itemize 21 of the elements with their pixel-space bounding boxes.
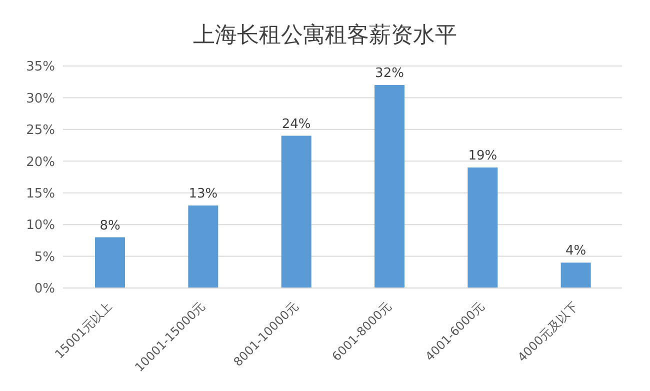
bar: [95, 237, 125, 288]
bar: [374, 85, 404, 288]
bar: [468, 167, 498, 288]
y-tick-label: 15%: [26, 186, 55, 202]
y-tick-label: 25%: [26, 123, 55, 138]
data-label: 13%: [188, 186, 218, 202]
y-tick-label: 35%: [26, 60, 55, 75]
bar: [188, 206, 218, 288]
data-label: 8%: [100, 218, 120, 234]
data-label: 4%: [566, 244, 586, 259]
data-label: 32%: [375, 66, 404, 82]
y-tick-label: 5%: [34, 250, 55, 265]
y-tick-label: 20%: [26, 154, 55, 170]
bar: [281, 136, 312, 288]
chart-title: 上海长租公寓租客薪资水平: [192, 22, 458, 50]
y-tick-label: 0%: [34, 282, 55, 297]
y-tick-label: 30%: [26, 91, 55, 106]
data-label: 24%: [282, 116, 311, 132]
y-tick-label: 10%: [26, 218, 55, 234]
bar: [560, 262, 591, 288]
data-label: 19%: [468, 148, 498, 164]
